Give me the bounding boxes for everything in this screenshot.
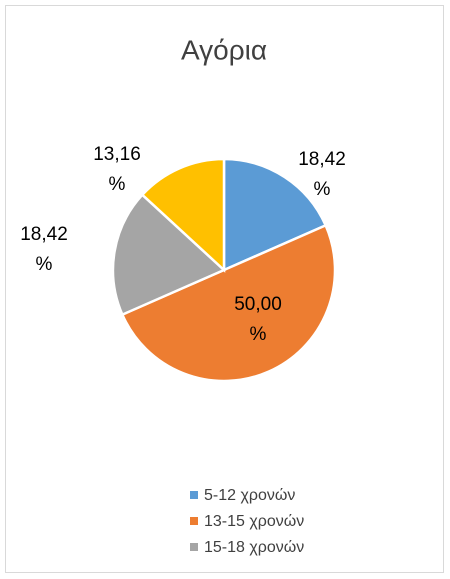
pie-slice	[222, 157, 328, 272]
legend-label: 5-12 χρονών	[204, 487, 295, 504]
data-label: 18,42 %	[20, 224, 68, 275]
legend-swatch	[190, 491, 198, 499]
pie-slice	[111, 193, 227, 317]
legend-label: 13-15 χρονών	[204, 513, 304, 530]
data-label: 50,00 %	[234, 294, 282, 345]
legend-swatch	[190, 543, 198, 551]
data-label: 13,16 %	[93, 144, 141, 195]
pie-slice	[140, 157, 226, 273]
data-label: 18,42 %	[298, 149, 346, 200]
legend-label: 15-18 χρονών	[204, 539, 304, 556]
chart-title: Αγόρια	[181, 34, 267, 65]
pie-slice	[120, 223, 337, 383]
legend-swatch	[190, 517, 198, 525]
